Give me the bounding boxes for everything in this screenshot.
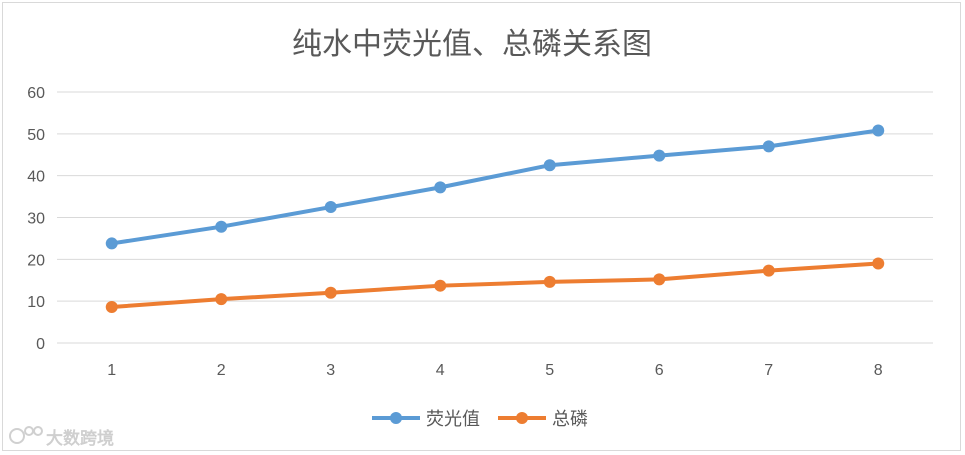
series-2 <box>105 257 885 314</box>
x-tick-label: 8 <box>874 362 883 379</box>
grid-lines <box>57 91 933 344</box>
chart-title: 纯水中荧光值、总磷关系图 <box>292 27 652 62</box>
data-point <box>434 279 447 292</box>
y-tick-label: 40 <box>27 169 45 186</box>
data-point <box>762 140 775 153</box>
y-tick-labels: 0 10 20 30 40 50 60 <box>27 85 45 353</box>
data-point <box>653 273 666 286</box>
series-group <box>105 124 885 314</box>
series-1 <box>105 124 885 250</box>
x-tick-label: 4 <box>436 362 445 379</box>
data-point <box>872 257 885 270</box>
series-line <box>109 128 881 246</box>
data-point <box>762 264 775 277</box>
legend-dot-marker <box>516 412 528 424</box>
data-point <box>105 237 118 250</box>
y-tick-label: 0 <box>36 336 45 353</box>
y-tick-label: 30 <box>27 211 45 228</box>
data-point <box>324 201 337 214</box>
y-tick-label: 10 <box>27 294 45 311</box>
x-tick-label: 3 <box>326 362 335 379</box>
y-tick-label: 50 <box>27 127 45 144</box>
legend-label: 荧光值 <box>426 409 480 430</box>
legend-item: 荧光值 <box>372 409 480 430</box>
watermark-logo-icon <box>9 426 43 444</box>
data-point <box>215 293 228 306</box>
legend-item: 总磷 <box>498 409 588 430</box>
data-point <box>872 124 885 137</box>
y-tick-label: 20 <box>27 252 45 269</box>
series-line <box>109 261 881 310</box>
data-point <box>543 159 556 172</box>
x-tick-label: 5 <box>545 362 554 379</box>
x-tick-labels: 1 2 3 4 5 6 7 8 <box>107 362 883 379</box>
data-point <box>105 301 118 314</box>
legend-dot-marker <box>390 412 402 424</box>
data-point <box>434 181 447 194</box>
legend: 荧光值 总磷 <box>372 409 588 430</box>
data-point <box>215 220 228 233</box>
y-tick-label: 60 <box>27 85 45 102</box>
data-point <box>653 149 666 162</box>
x-tick-label: 1 <box>107 362 116 379</box>
watermark-text: 大数跨境 <box>46 428 114 449</box>
x-tick-label: 6 <box>655 362 664 379</box>
data-point <box>543 275 556 288</box>
watermark: 大数跨境 <box>9 426 114 449</box>
legend-label: 总磷 <box>552 409 588 430</box>
data-point <box>324 286 337 299</box>
x-tick-label: 2 <box>217 362 226 379</box>
x-tick-label: 7 <box>764 362 773 379</box>
